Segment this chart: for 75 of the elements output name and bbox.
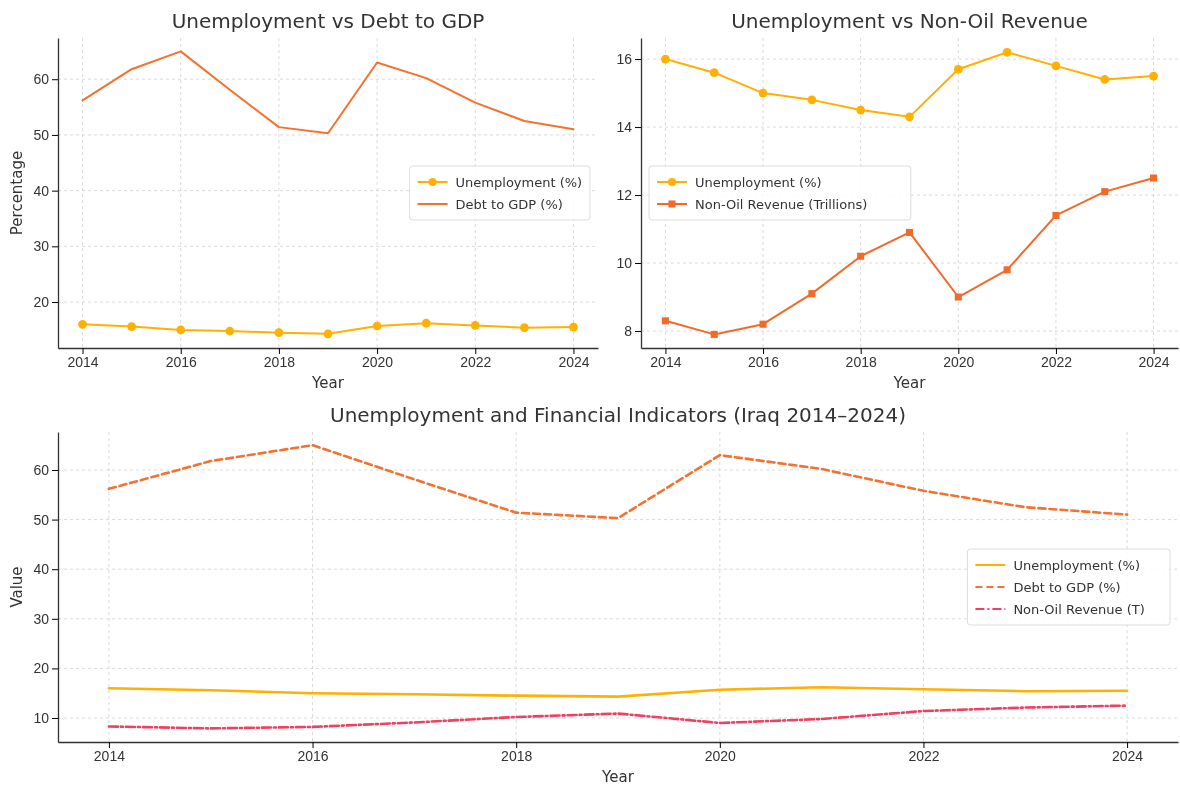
chart-title: Unemployment vs Non-Oil Revenue [731,9,1088,33]
point [905,112,914,122]
point [710,330,718,338]
point [758,88,768,98]
x-tick-label: 2018 [501,747,533,764]
x-tick-label: 2024 [1138,353,1170,370]
x-tick-label: 2024 [1112,747,1144,764]
point [759,320,767,328]
point [1051,61,1061,71]
point [1101,188,1109,196]
line-series [107,704,1129,730]
y-tick-label: 14 [616,119,633,136]
point [808,290,816,298]
x-tick-label: 2020 [362,353,394,370]
legend-label: Non-Oil Revenue (T) [1013,601,1145,617]
y-tick-label: 8 [624,322,633,339]
y-tick-label: 40 [33,182,50,199]
x-tick-label: 2024 [558,353,590,370]
point [856,105,866,115]
point [1002,47,1012,57]
x-tick-label: 2016 [747,353,780,370]
x-tick-label: 2016 [297,747,329,764]
point [905,228,914,236]
y-tick-label: 20 [33,660,50,677]
y-axis-title: Percentage [8,150,26,236]
point [709,68,719,78]
point [1149,71,1158,81]
y-tick-label: 12 [616,187,633,204]
x-tick-label: 2020 [704,747,737,764]
point [1150,174,1158,182]
x-tick-label: 2018 [263,353,296,370]
x-axis-title: Year [311,374,345,392]
legend-label: Debt to GDP (%) [455,196,563,212]
line-series [107,685,1129,698]
point [661,317,669,325]
x-tick-label: 2014 [67,353,99,370]
x-tick-label: 2022 [908,747,940,764]
legend-label: Debt to GDP (%) [1013,579,1121,595]
chart-title: Unemployment and Financial Indicators (Iraq 2014–2024) [330,403,906,427]
point [661,54,670,64]
y-tick-label: 10 [616,255,633,271]
y-tick-label: 10 [33,709,50,726]
x-tick-label: 2014 [650,353,682,370]
legend-label: Unemployment (%) [455,174,583,190]
point [857,252,865,260]
x-tick-label: 2020 [943,353,975,370]
x-tick-label: 2018 [845,353,877,370]
x-tick-label: 2022 [1040,353,1073,370]
y-tick-label: 60 [33,71,50,88]
y-tick-label: 16 [616,51,633,68]
chart-title: Unemployment vs Debt to GDP [171,9,485,33]
y-tick-label: 40 [33,561,50,578]
x-axis-title: Year [892,374,927,392]
point [954,293,962,301]
y-tick-label: 30 [33,610,50,627]
point [1100,75,1110,84]
x-tick-label: 2022 [460,353,492,370]
point [1052,211,1060,219]
y-tick-label: 60 [33,461,50,478]
legend-label: Unemployment (%) [1013,557,1140,573]
line-series [81,50,575,135]
y-axis-title: Value [8,566,26,608]
line-series [107,443,1129,520]
y-tick-label: 20 [33,294,50,311]
point [807,95,817,105]
point [1003,266,1011,274]
x-tick-label: 2016 [165,353,198,370]
y-tick-label: 50 [33,126,50,143]
y-tick-label: 30 [33,238,50,255]
x-tick-label: 2014 [93,747,126,764]
x-axis-title: Year [601,768,635,785]
legend-label: Non-Oil Revenue (Trillions) [695,196,868,212]
point [953,64,963,74]
y-tick-label: 50 [33,511,50,528]
legend-label: Unemployment (%) [695,174,822,190]
